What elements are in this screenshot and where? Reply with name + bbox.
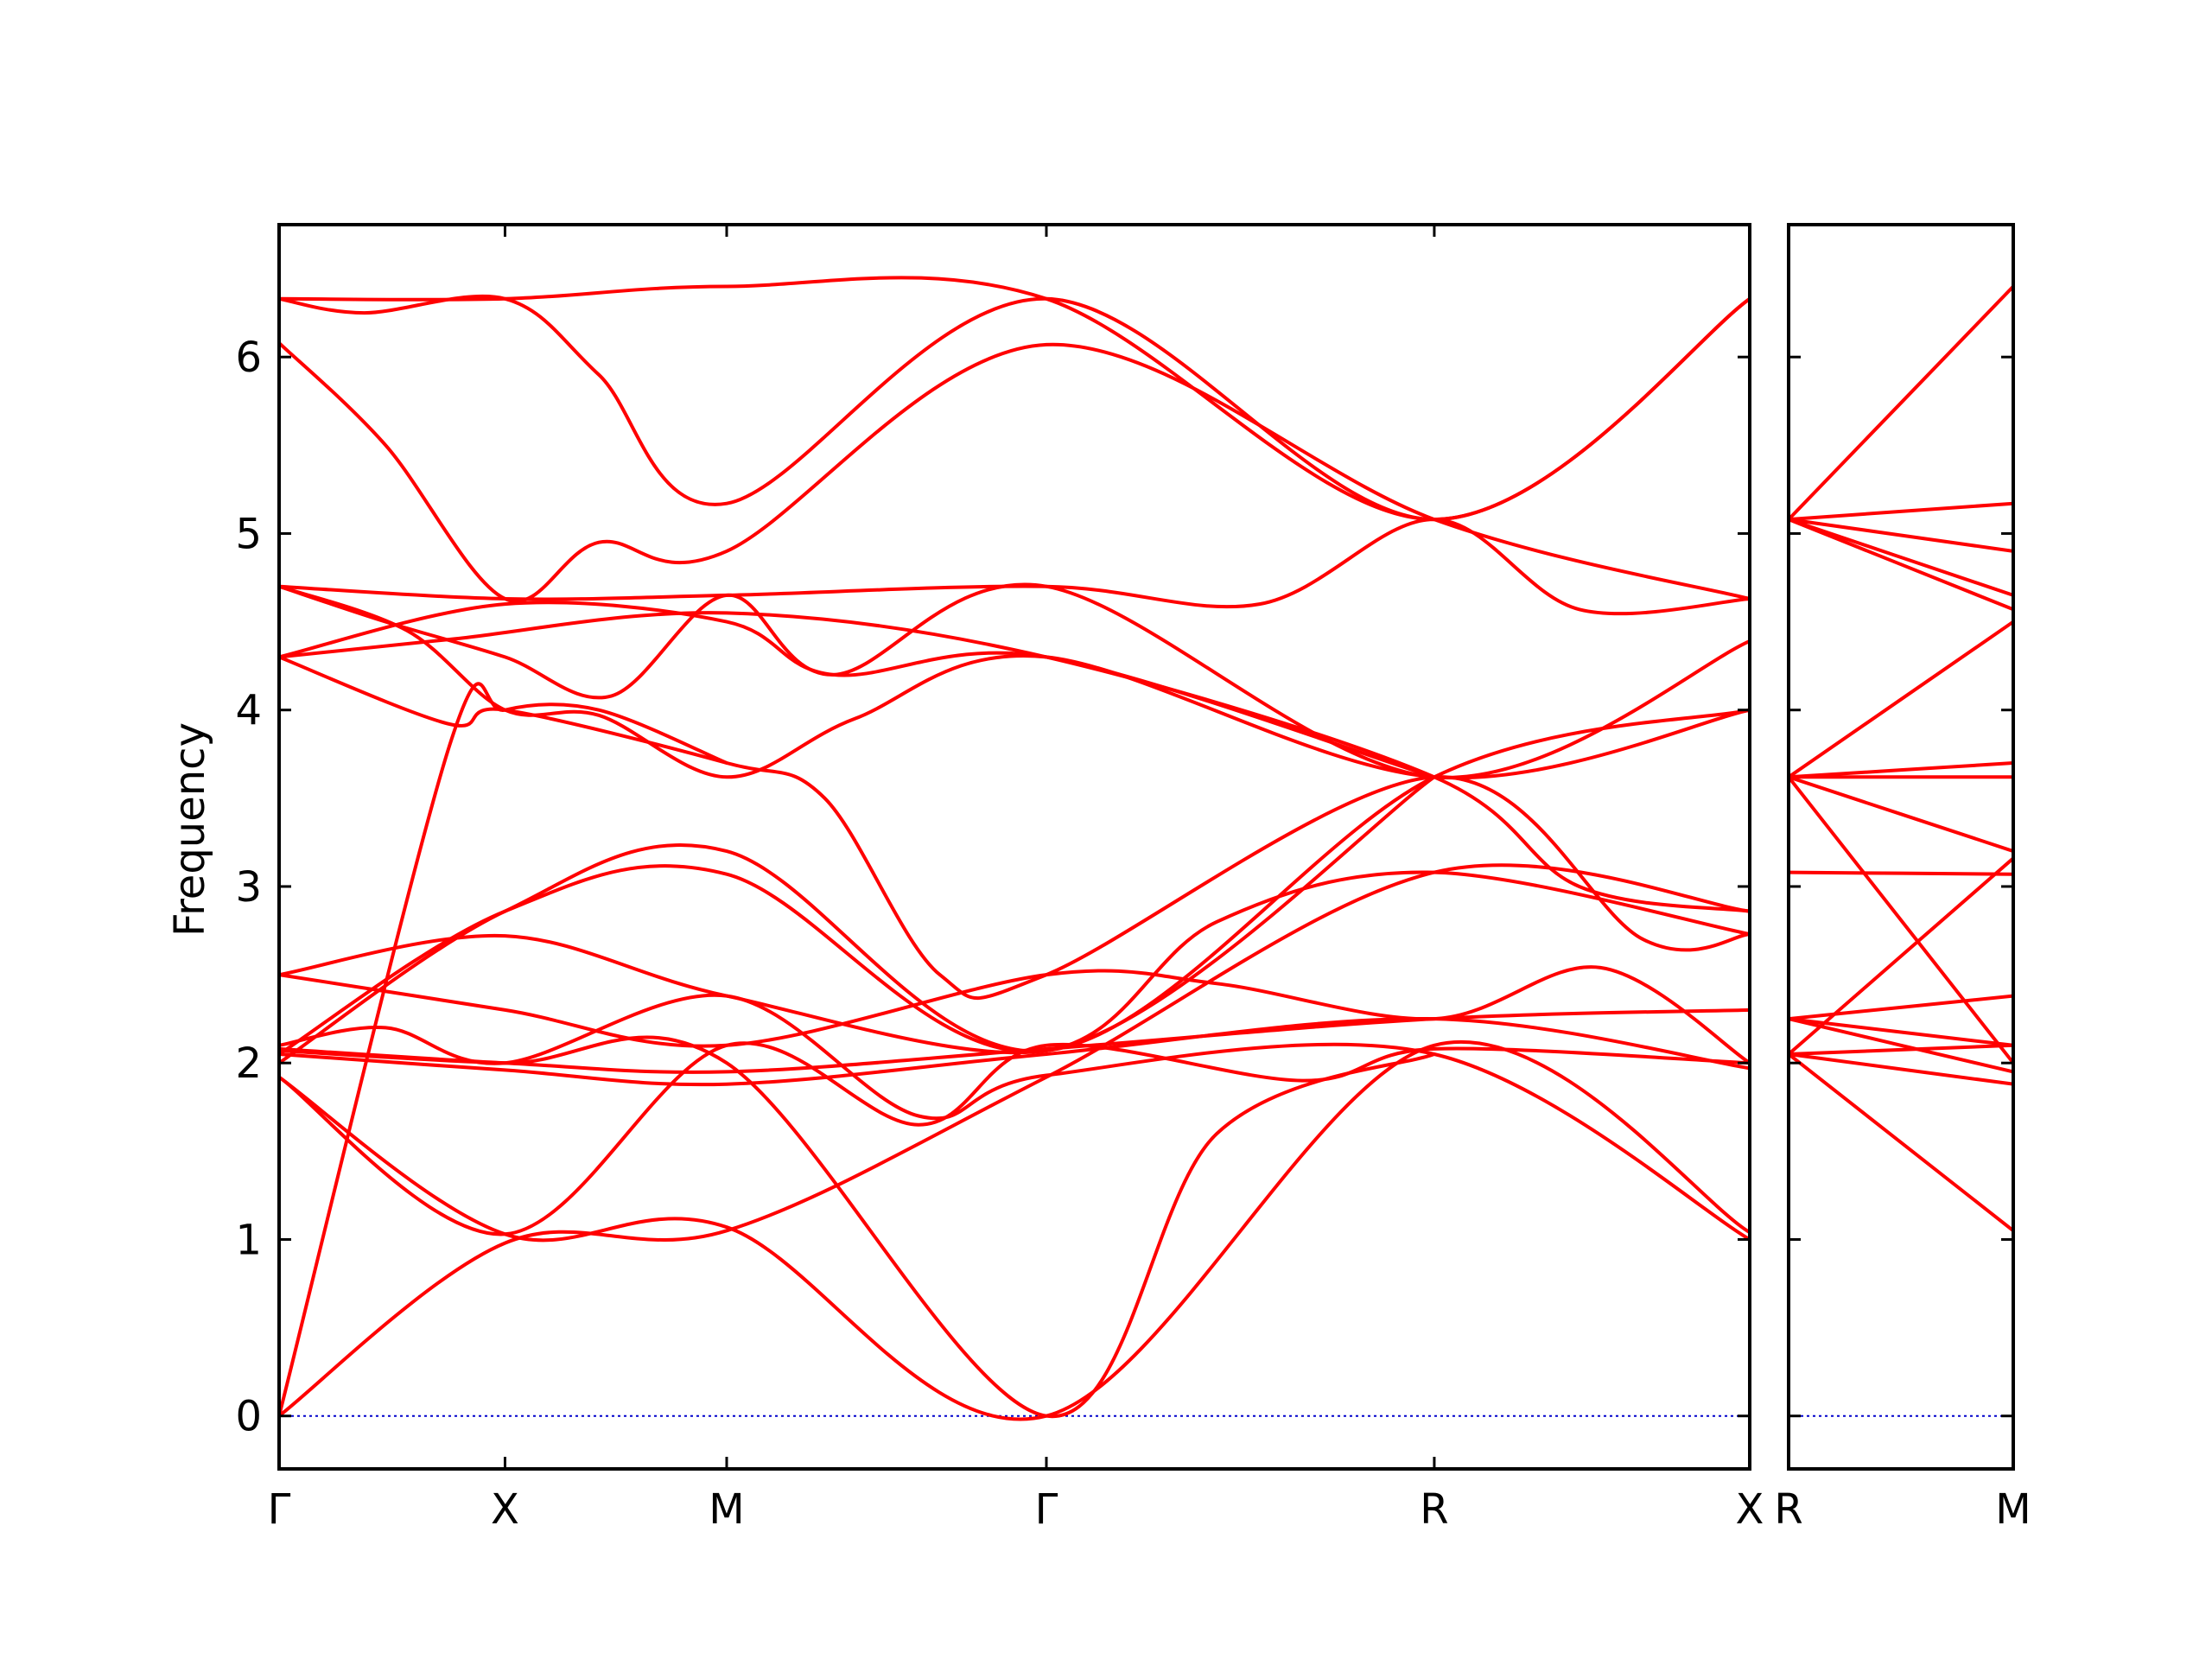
x-tick-label: Γ [1035,1485,1058,1534]
x-tick-label: Γ [268,1485,291,1534]
band-line [1789,1052,2013,1233]
x-tick-label: M [709,1485,744,1534]
band-line [279,294,1750,522]
plot-frame [1787,223,2015,1471]
y-tick-label: 1 [235,1216,262,1264]
band-line [279,655,1750,1001]
x-tick-label: M [1995,1485,2031,1534]
x-tick-label: X [491,1485,519,1534]
band-line [1789,518,2013,553]
x-tick-label: R [1774,1485,1802,1534]
band-line [279,1016,1750,1087]
band-line [1789,501,2013,522]
band-line [279,518,1750,616]
band-line [279,582,1750,779]
band-line [279,863,1750,1418]
band-line [1789,1017,2013,1074]
y-tick-label: 0 [235,1393,262,1441]
band-line [279,340,1750,603]
band-line [1789,994,2013,1021]
x-tick-label: R [1420,1485,1448,1534]
y-tick-label: 3 [235,863,262,912]
y-axis-label: Frequency [166,722,214,937]
y-tick-label: 6 [235,334,262,382]
band-line [1789,856,2013,1056]
band-line [1789,870,2013,876]
band-line [1789,775,2013,854]
band-line [1789,775,2013,1065]
band-line [279,276,1750,522]
band-line [1789,620,2013,779]
band-line [279,775,1436,1056]
band-line [279,682,728,1418]
band-line [279,584,1750,780]
band-line [279,1041,1750,1236]
band-line [1789,1052,2013,1086]
band-line [279,965,1750,1065]
band-line [279,993,1750,1242]
band-line [1789,761,2013,779]
y-tick-label: 2 [235,1039,262,1088]
x-tick-label: X [1736,1485,1764,1534]
y-tick-label: 4 [235,687,262,735]
band-line [1789,518,2013,612]
band-panel-main: 0 1 2 3 4 5 6 Γ X M Γ R X [235,223,1764,1534]
band-line [1789,284,2013,522]
band-line [1789,1043,2013,1056]
band-line [279,601,1436,779]
band-line [279,1039,1750,1421]
band-line [1789,1017,2013,1047]
plot-frame [277,223,1751,1471]
band-line [279,1035,1436,1418]
band-line [1789,518,2013,597]
y-tick-label: 5 [235,510,262,558]
